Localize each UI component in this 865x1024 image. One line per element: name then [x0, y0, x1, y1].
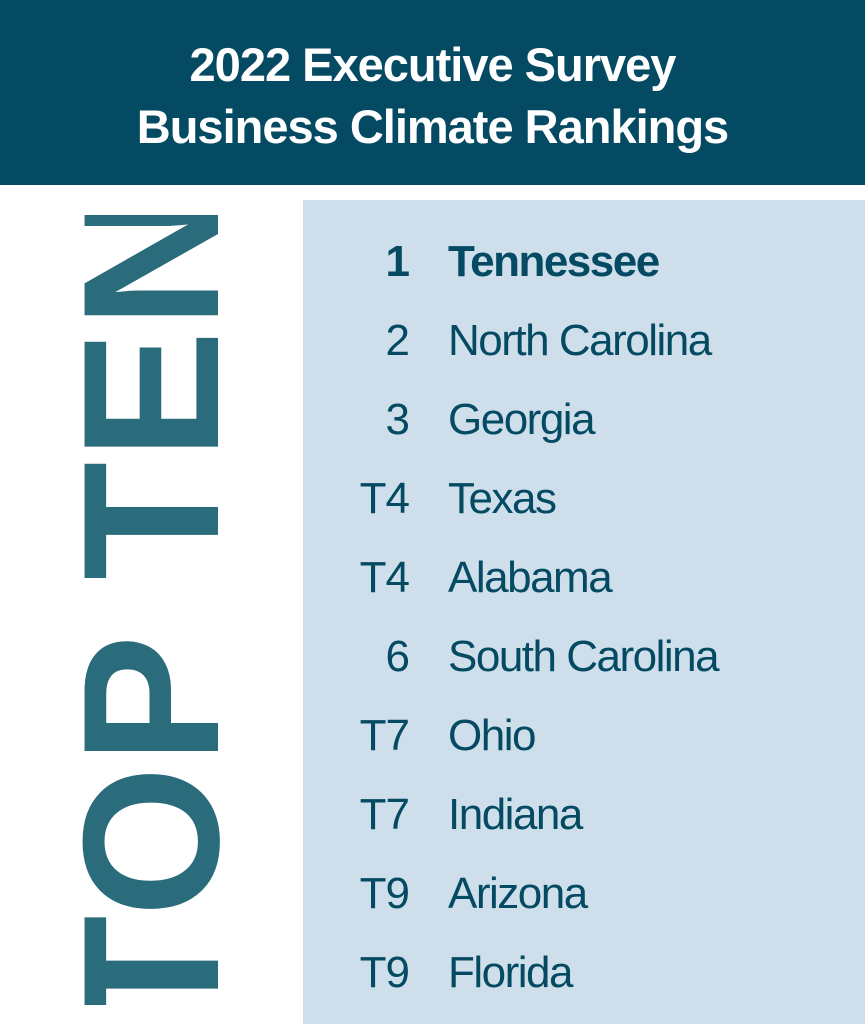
ranking-row: T7 Ohio: [0, 696, 562, 775]
state-name: Georgia: [448, 395, 596, 444]
rank-number: T4: [359, 474, 410, 523]
rankings-panel: [303, 200, 865, 1024]
rank-number: T9: [359, 948, 410, 997]
state-name: Tennessee: [448, 237, 660, 286]
rank-number: T7: [359, 790, 410, 839]
rank-number: T7: [359, 711, 410, 760]
ranking-row: T9 Arizona: [0, 854, 589, 933]
rank-number: 2: [385, 316, 410, 365]
title-line-2: Business Climate Rankings: [136, 100, 729, 153]
state-name: North Carolina: [448, 316, 712, 365]
rankings-list: 1 Tennessee 2 North Carolina 3 Georgia T…: [0, 222, 720, 1012]
ranking-row: T7 Indiana: [0, 775, 584, 854]
state-name: Florida: [448, 948, 574, 997]
ranking-row: T4 Alabama: [0, 538, 613, 617]
title-line-1: 2022 Executive Survey: [189, 38, 677, 91]
title-banner: 2022 Executive Survey Business Climate R…: [0, 0, 865, 185]
state-name: Arizona: [448, 869, 588, 918]
state-name: Alabama: [448, 553, 613, 602]
rank-number: T9: [359, 869, 410, 918]
state-name: Ohio: [448, 711, 536, 760]
ranking-row: 3 Georgia: [0, 380, 596, 459]
ranking-row: T9 Florida: [0, 933, 574, 1012]
ranking-row: 1 Tennessee: [0, 222, 661, 301]
rank-number: T4: [359, 553, 410, 602]
rank-number: 6: [385, 632, 410, 681]
ranking-row: T4 Texas: [0, 459, 562, 538]
ranking-row: 6 South Carolina: [0, 617, 720, 696]
state-name: Indiana: [448, 790, 583, 839]
ranking-row: 2 North Carolina: [0, 301, 713, 380]
state-name: South Carolina: [448, 632, 720, 681]
rank-number: 3: [385, 395, 410, 444]
rank-number: 1: [385, 237, 410, 286]
state-name: Texas: [448, 474, 557, 523]
